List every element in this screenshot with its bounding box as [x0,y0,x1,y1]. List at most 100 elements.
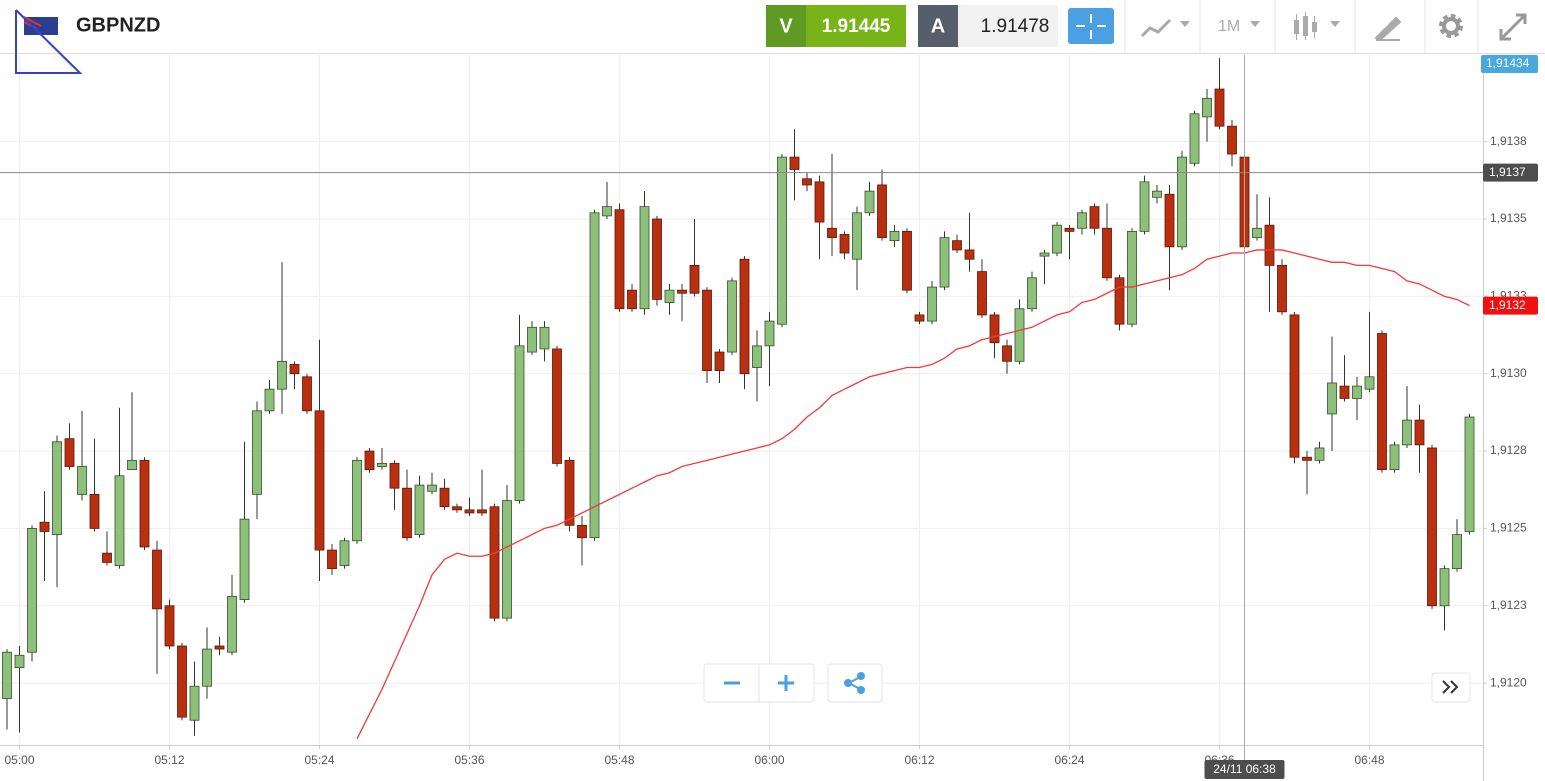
candle-body [352,459,362,542]
ma-label: 1,9132 [1489,298,1526,312]
plot: 1,9137 24/11 06:38 1,9132 1,91434 [0,55,1538,779]
candle-body [127,459,137,471]
candle-body [27,528,37,653]
candle-body [1227,125,1237,155]
draw-icon[interactable] [1374,16,1402,42]
candle-body [227,596,237,653]
candle-body [814,181,825,223]
candle-body [314,410,325,551]
candle-body [389,463,400,489]
candle-body [252,410,262,495]
candle-body [427,484,437,492]
x-tick-label: 06:48 [1354,753,1384,767]
candles-icon[interactable] [1294,12,1317,40]
candle-body [1127,230,1137,325]
candle-body [1302,456,1312,461]
candle-body [377,463,387,467]
sell-button[interactable] [766,5,806,47]
candle-body [1102,227,1112,279]
candle-body [789,156,800,170]
candle-body [752,345,762,368]
scroll-end-box [1431,672,1471,703]
buy-button[interactable] [918,5,958,47]
settings-ring [1442,17,1460,35]
candle-body [327,549,337,570]
candle-body [1027,277,1037,310]
expand-icon[interactable] [1499,13,1527,41]
timeframe[interactable]: 1M [1218,18,1240,35]
sell-label: V [779,15,793,37]
x-tick-label: 05:48 [604,753,634,767]
candle-body [202,648,212,687]
candle-body [414,484,425,535]
crosshair-x-label-bg [1204,760,1285,779]
candle-body [714,351,725,372]
candle-body [1414,419,1425,446]
caret [1330,21,1340,27]
candle-body [164,605,175,647]
candle-body [839,234,850,254]
y-tick-label: 1,9130 [1490,366,1527,380]
candle-body [302,376,312,412]
candle-body [464,509,475,514]
candle-body [502,500,512,619]
crosshair-button[interactable] [1068,8,1114,44]
candle-body [277,360,287,390]
buy-price-box[interactable] [958,5,1058,47]
share[interactable] [844,672,865,694]
x-tick-label: 05:36 [454,753,484,767]
crosshair-y-label: 1,9137 [1489,165,1526,179]
candle-body [1164,193,1175,248]
candle-body [1002,345,1012,362]
candle-body [177,645,187,718]
x-tick-label: 06:12 [904,753,934,767]
candle-body [152,549,162,610]
candle-body [14,654,25,669]
candle-body [552,348,562,464]
x-tick-label: 05:24 [304,753,334,767]
candle-body [1202,97,1212,118]
crosshair-x-label: 24/11 06:38 [1213,762,1276,776]
candle-body [539,326,550,350]
candle-body [402,487,412,539]
scroll-end[interactable] [1442,680,1459,694]
candle-body [452,506,462,511]
candle-body [877,184,887,238]
candle-body [1039,252,1050,257]
last-price-bg [1481,55,1538,73]
separators [1124,0,1479,53]
x-tick-label: 05:00 [4,753,34,767]
candle-body [364,450,375,471]
candle-body [589,212,600,539]
candle-body [1252,227,1262,238]
moving-average [356,249,1470,740]
y-tick-label: 1,9123 [1490,598,1527,612]
candle-body [1289,314,1300,458]
sell-price-box[interactable] [806,5,906,47]
x-tick-label: 06:00 [754,753,784,767]
candle-body [1139,181,1150,232]
x-tick-label: 05:12 [154,753,184,767]
ma-label-bg [1483,296,1538,315]
candle-body [864,190,875,214]
candle-body [39,521,50,532]
zoom-controls [703,663,1471,703]
candle-body [677,289,687,294]
last-price-label: 1,91434 [1486,56,1530,70]
y-tick-label: 1,9128 [1490,443,1527,457]
candle-body [514,345,525,501]
candle-body [952,240,962,251]
candle-body [614,209,625,310]
candle-body [852,212,862,260]
candle-body [139,459,150,548]
candle-body [339,540,350,566]
chart-type-icon[interactable] [1140,18,1172,38]
candle-body [264,388,275,412]
y-tick-label: 1,9135 [1490,211,1527,225]
grid: 1,91201,91231,91251,91281,91301,91331,91… [0,55,1527,781]
candle-body [652,218,662,300]
caret [1250,21,1260,27]
zoom-in[interactable] [778,675,794,691]
